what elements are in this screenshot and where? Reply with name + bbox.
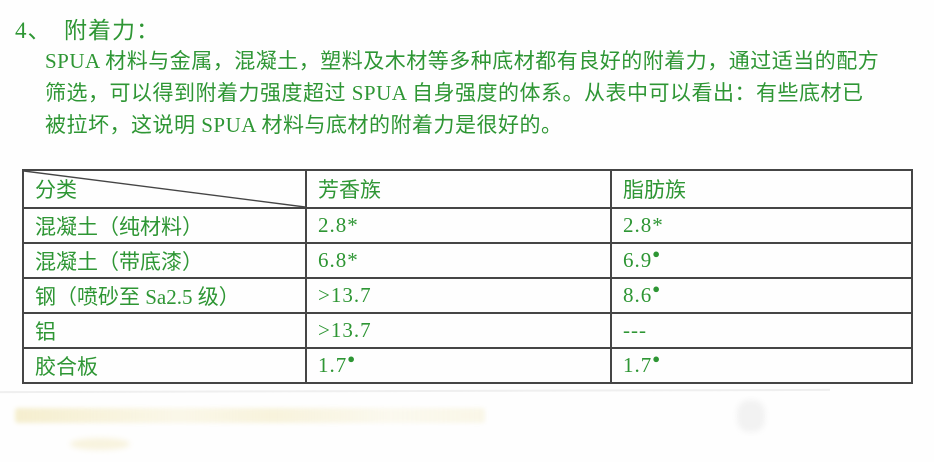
cell-aromatic: 1.7● [305,347,612,384]
cell-value: >13.7 [318,283,372,307]
section-number: 4、 [15,18,52,43]
table-row: 钢（喷砂至 Sa2.5 级） >13.7 8.6● [22,277,913,314]
cell-value: >13.7 [318,318,372,342]
adhesion-table: 分类 芳香族 脂肪族 混凝土（纯材料） 2.8* 2.8* 混凝土 [22,169,913,384]
table-row: 铝 >13.7 --- [22,312,913,349]
row-category: 钢（喷砂至 Sa2.5 级） [22,277,307,314]
cell-aliphatic: 2.8* [610,207,913,244]
body-paragraph: SPUA 材料与金属，混凝土，塑料及木材等多种底材都有良好的附着力，通过适当的配… [45,45,925,141]
watermark-smudge [15,408,485,423]
row-category: 混凝土（纯材料） [22,207,307,244]
table-row: 胶合板 1.7● 1.7● [22,347,913,384]
cell-aromatic: >13.7 [305,312,612,349]
dot-mark: ● [347,351,356,366]
watermark-smudge [70,438,130,450]
header-cell-aromatic: 芳香族 [305,169,612,209]
cell-value: 2.8 [623,213,653,237]
watermark-smudge [737,400,765,432]
paragraph-line: SPUA 材料与金属，混凝土，塑料及木材等多种底材都有良好的附着力，通过适当的配… [45,49,880,73]
header-label-aliphatic: 脂肪族 [623,178,686,202]
asterisk-mark: * [347,213,358,237]
header-label-category: 分类 [35,178,77,202]
dot-mark: ● [652,351,661,366]
header-cell-aliphatic: 脂肪族 [610,169,913,209]
cell-aliphatic: 8.6● [610,277,913,314]
row-category: 胶合板 [22,347,307,384]
table-row: 混凝土（带底漆） 6.8* 6.9● [22,242,913,279]
asterisk-mark: * [652,213,663,237]
asterisk-mark: * [347,248,358,272]
paragraph-line: 筛选，可以得到附着力强度超过 SPUA 自身强度的体系。从表中可以看出：有些底材… [45,81,864,105]
paragraph-line: 被拉坏，这说明 SPUA 材料与底材的附着力是很好的。 [45,113,563,137]
row-category: 混凝土（带底漆） [22,242,307,279]
table-row: 混凝土（纯材料） 2.8* 2.8* [22,207,913,244]
cell-value: 6.8 [318,248,348,272]
cell-aromatic: 6.8* [305,242,612,279]
cell-value: 1.7 [318,353,348,377]
dot-mark: ● [652,246,661,261]
section-heading: 4、 附着力： [15,11,160,45]
cell-aromatic: >13.7 [305,277,612,314]
cell-value: 2.8 [318,213,348,237]
header-label-aromatic: 芳香族 [318,178,381,202]
header-cell-category: 分类 [22,169,307,209]
cell-value: --- [623,318,647,342]
scan-scratch-artifact [0,388,831,394]
diagonal-slash-line [24,171,305,207]
cell-aliphatic: --- [610,312,913,349]
section-title: 附着力： [64,18,160,43]
cell-value: 6.9 [623,248,653,272]
table-header-row: 分类 芳香族 脂肪族 [22,169,913,209]
cell-value: 1.7 [623,353,653,377]
row-category: 铝 [22,312,307,349]
dot-mark: ● [652,281,661,296]
cell-aromatic: 2.8* [305,207,612,244]
cell-aliphatic: 6.9● [610,242,913,279]
cell-aliphatic: 1.7● [610,347,913,384]
cell-value: 8.6 [623,283,653,307]
